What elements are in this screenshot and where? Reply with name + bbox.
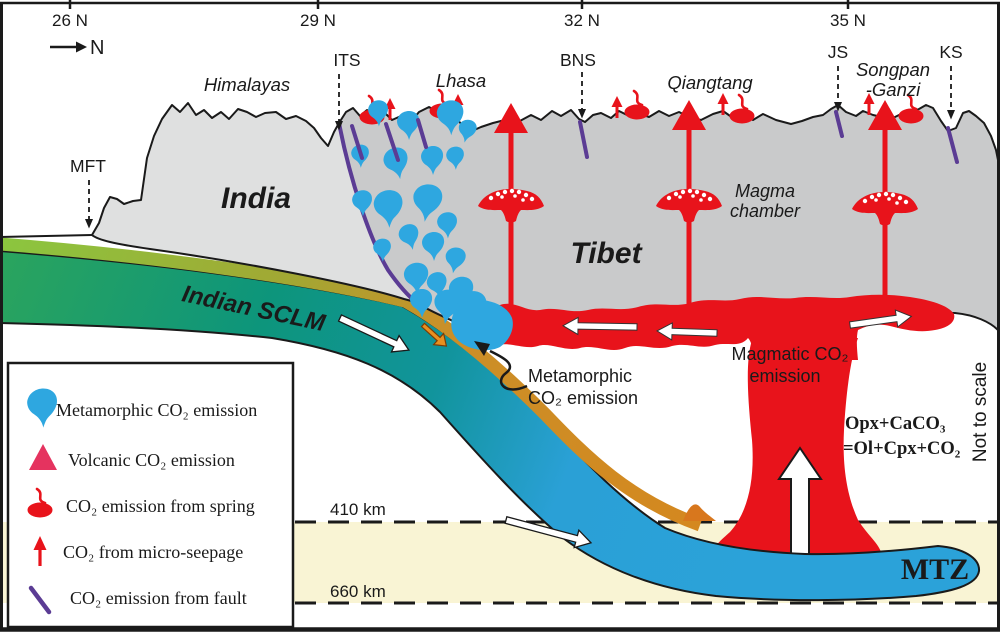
reaction-formula-line1: Opx+CaCO₃ [845, 414, 946, 434]
depth-410-label: 410 km [330, 500, 386, 519]
fault-label-mft: MFT [70, 156, 106, 176]
axis-label-35n: 35 N [830, 11, 866, 30]
metamorphic-emission-label-line2: CO₂ emission [528, 388, 638, 408]
volcano-triangle-icon [29, 444, 57, 470]
north-arrowhead [76, 41, 87, 53]
depth-660-label: 660 km [330, 582, 386, 601]
north-arrow: N [50, 37, 104, 59]
magmatic-system [478, 100, 955, 360]
metamorphic-emission-label-line1: Metamorphic [528, 366, 632, 386]
legend-label-metamorphic: Metamorphic CO₂ emission [56, 400, 257, 420]
crustal-faults [350, 110, 959, 164]
legend-label-seepage: CO₂ from micro-seepage [63, 542, 243, 562]
north-label: N [90, 37, 104, 59]
stripe-end-bump [683, 504, 716, 521]
melt-flow-arrow-right [848, 309, 913, 329]
legend-label-volcanic: Volcanic CO₂ emission [68, 450, 235, 470]
seepage-arrow-icon [33, 536, 47, 566]
terrane-label-tibet: Tibet [570, 237, 643, 270]
slab-crust-stripe [0, 237, 703, 532]
indian-sclm-slab [0, 234, 981, 602]
fault-pointer-lines [88, 66, 952, 219]
legend: Metamorphic CO₂ emission Volcanic CO₂ em… [6, 361, 295, 629]
metamorphic-pointer-arrowhead [474, 341, 490, 356]
fault-label-bns: BNS [560, 50, 596, 70]
metamorphic-co2-blob [451, 299, 513, 351]
region-label-qiangtang: Qiangtang [667, 72, 753, 93]
axis-label-29n: 29 N [300, 11, 336, 30]
reaction-formula-line2: =Ol+Cpx+CO₂ [843, 439, 961, 459]
subduction-orange-arrow [420, 322, 448, 347]
axis-label-32n: 32 N [564, 11, 600, 30]
magmatic-emission-label-line1: Magmatic CO₂ [731, 344, 848, 364]
magma-chamber-label-line1: Magma [735, 181, 795, 201]
metamorphic-pointer-squiggle [489, 349, 528, 391]
fault-line-icon [28, 585, 52, 615]
region-label-songpan-line2: -Ganzi [866, 79, 921, 100]
terrane-label-india: India [221, 182, 291, 215]
fault-pointer-arrowheads [85, 102, 955, 229]
slab-motion-arrow-shallow [337, 314, 411, 353]
melt-flow-arrow-left [561, 316, 638, 336]
magmatic-melt-layer [483, 294, 955, 360]
fault-label-its: ITS [333, 50, 360, 70]
figure-border [0, 3, 1000, 632]
metamorphic-co2-drops [351, 100, 513, 351]
legend-label-spring: CO₂ emission from spring [66, 496, 255, 516]
region-label-lhasa: Lhasa [436, 70, 486, 91]
latitude-axis: 26 N 29 N 32 N 35 N [0, 0, 1000, 30]
melt-flow-arrow-left [656, 322, 718, 341]
region-label-songpan-line1: Songpan [856, 59, 930, 80]
magma-chamber-label-line2: chamber [730, 201, 801, 221]
axis-label-26n: 26 N [52, 11, 88, 30]
slab-top-edge-line [0, 234, 93, 238]
fault-label-ks: KS [939, 42, 962, 62]
not-to-scale-label: Not to scale [970, 362, 991, 462]
region-label-himalayas: Himalayas [204, 74, 290, 95]
fault-label-js: JS [828, 42, 848, 62]
mantle-co2-plume [713, 338, 882, 557]
legend-label-fault: CO₂ emission from fault [70, 588, 247, 608]
magmatic-emission-label-line2: emission [749, 366, 820, 386]
mtz-label: MTZ [901, 553, 969, 586]
slab-motion-arrow-deep [504, 515, 593, 549]
